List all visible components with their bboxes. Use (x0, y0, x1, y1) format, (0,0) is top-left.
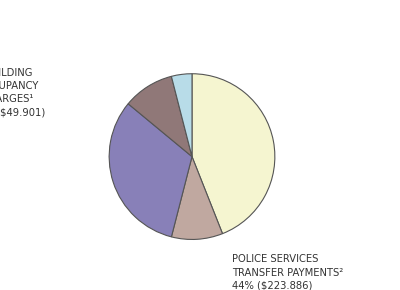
Wedge shape (171, 157, 222, 240)
Wedge shape (128, 76, 192, 157)
Text: BUILDING
OCCUPANCY
CHARGES¹
10% ($49.901): BUILDING OCCUPANCY CHARGES¹ 10% ($49.901… (0, 68, 45, 118)
Wedge shape (192, 74, 275, 234)
Text: POLICE SERVICES
TRANSFER PAYMENTS²
44% ($223.886): POLICE SERVICES TRANSFER PAYMENTS² 44% (… (232, 254, 343, 290)
Wedge shape (171, 74, 192, 157)
Wedge shape (109, 104, 192, 237)
